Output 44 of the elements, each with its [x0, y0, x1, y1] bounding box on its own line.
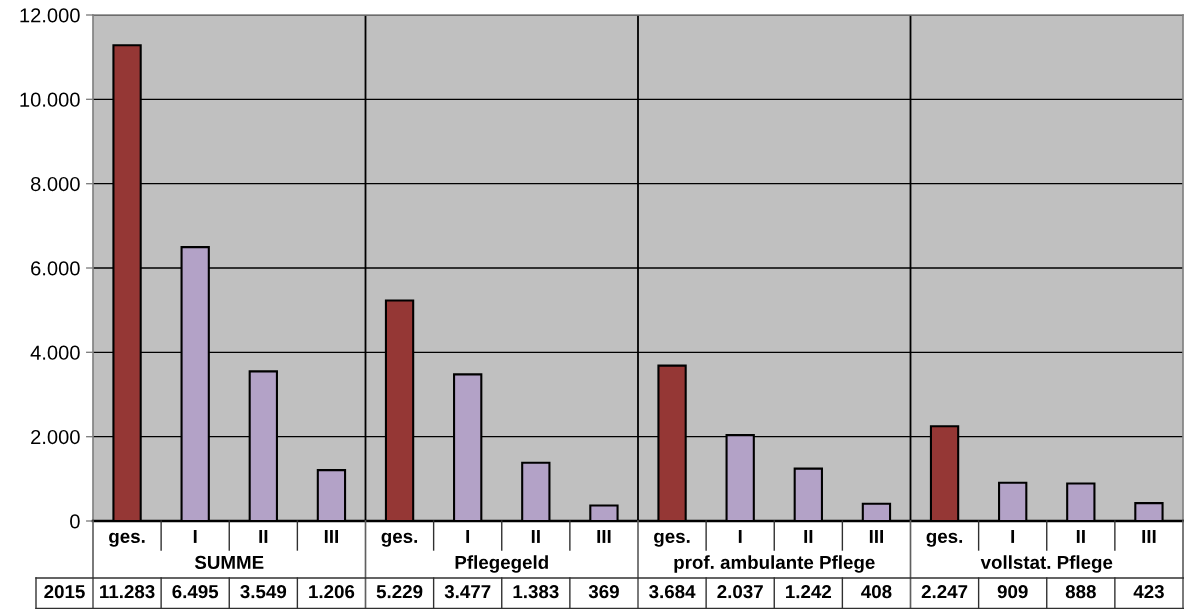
data-label: 5.229	[376, 585, 423, 599]
y-tick-label: 10.000	[20, 92, 80, 107]
text: Pflegegeld	[455, 555, 548, 573]
data-label: 1.206	[309, 585, 355, 599]
y-tick-label: 4.000	[30, 345, 80, 360]
x-tick-label: ges.	[926, 532, 963, 547]
text: 2015	[44, 585, 85, 599]
x-tick-label: ges.	[654, 532, 690, 547]
x-tick-label: ges.	[381, 532, 418, 547]
text: vollstat. Pflege	[980, 555, 1113, 573]
x-tick-label: II	[531, 530, 540, 543]
data-label: 3.477	[444, 585, 491, 599]
data-label: 3.684	[649, 585, 696, 599]
x-tick-label: I	[466, 530, 470, 543]
data-label: 3.549	[240, 585, 287, 599]
data-label: 2.247	[921, 585, 968, 599]
data-label: 11.283	[100, 585, 155, 599]
x-tick-label: I	[193, 530, 197, 543]
data-label: 6.495	[172, 585, 219, 599]
y-tick-label: 6.000	[31, 261, 80, 276]
data-label: 369	[588, 585, 619, 599]
data-label: 423	[1133, 585, 1164, 599]
y-tick-label: 8.000	[30, 176, 80, 192]
text: prof. ambulante Pflege	[674, 555, 875, 573]
x-tick-label: III	[869, 530, 883, 543]
data-label: 1.242	[786, 585, 832, 599]
y-tick-label: 2.000	[31, 429, 80, 445]
data-label: 888	[1065, 585, 1096, 599]
data-label: 1.383	[513, 585, 559, 599]
y-tick-label: 0	[70, 514, 80, 529]
data-label: 408	[861, 585, 892, 599]
x-tick-label: II	[259, 530, 268, 543]
x-tick-label: ges.	[109, 532, 145, 547]
x-tick-label: II	[804, 530, 813, 543]
x-tick-label: I	[1011, 530, 1015, 543]
x-tick-label: I	[738, 530, 742, 543]
x-tick-label: II	[1076, 530, 1085, 543]
x-tick-label: III	[324, 530, 338, 543]
text: SUMME	[194, 555, 264, 570]
x-tick-label: III	[1142, 530, 1156, 543]
y-tick-label: 12.000	[20, 8, 80, 23]
x-tick-label: III	[597, 530, 611, 543]
data-label: 909	[997, 585, 1028, 599]
data-label: 2.037	[717, 585, 763, 599]
